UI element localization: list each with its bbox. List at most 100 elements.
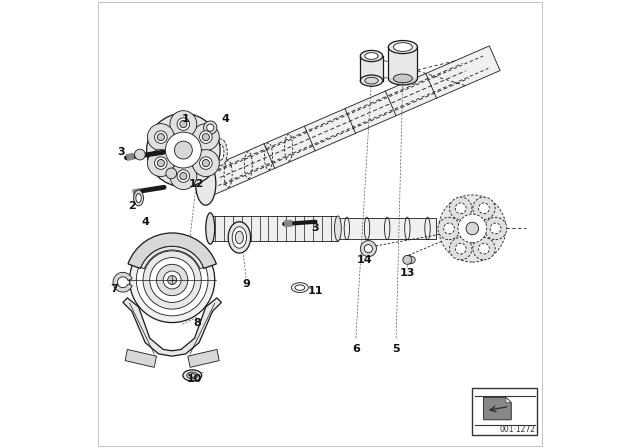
Circle shape bbox=[193, 124, 220, 151]
Circle shape bbox=[473, 197, 495, 220]
Polygon shape bbox=[388, 47, 417, 78]
Circle shape bbox=[439, 195, 506, 262]
Polygon shape bbox=[200, 46, 500, 196]
Wedge shape bbox=[128, 233, 216, 268]
Ellipse shape bbox=[335, 216, 341, 241]
Ellipse shape bbox=[360, 75, 383, 86]
Ellipse shape bbox=[236, 231, 243, 244]
Circle shape bbox=[134, 149, 145, 160]
Circle shape bbox=[449, 197, 472, 220]
Text: 001·1272: 001·1272 bbox=[500, 425, 536, 434]
Ellipse shape bbox=[404, 256, 415, 264]
Circle shape bbox=[147, 150, 174, 177]
Text: 1: 1 bbox=[182, 114, 189, 124]
Ellipse shape bbox=[187, 372, 198, 379]
Ellipse shape bbox=[365, 77, 378, 84]
Ellipse shape bbox=[388, 72, 417, 85]
Ellipse shape bbox=[228, 222, 251, 253]
Circle shape bbox=[168, 276, 177, 284]
Ellipse shape bbox=[295, 285, 305, 290]
Ellipse shape bbox=[134, 190, 143, 206]
Circle shape bbox=[166, 168, 177, 179]
Circle shape bbox=[204, 121, 217, 134]
Circle shape bbox=[479, 243, 490, 254]
Circle shape bbox=[147, 124, 174, 151]
Polygon shape bbox=[506, 397, 511, 403]
Circle shape bbox=[490, 223, 501, 234]
Circle shape bbox=[163, 271, 181, 289]
Ellipse shape bbox=[196, 162, 216, 205]
Text: 4: 4 bbox=[141, 217, 149, 227]
Circle shape bbox=[403, 255, 412, 264]
Circle shape bbox=[170, 163, 197, 190]
Polygon shape bbox=[484, 397, 511, 420]
Text: 8: 8 bbox=[193, 318, 201, 327]
Circle shape bbox=[458, 214, 486, 243]
Circle shape bbox=[165, 132, 202, 168]
Polygon shape bbox=[360, 56, 383, 81]
Circle shape bbox=[202, 159, 209, 167]
Ellipse shape bbox=[189, 374, 195, 377]
Circle shape bbox=[479, 203, 490, 214]
Circle shape bbox=[466, 222, 479, 235]
Text: 6: 6 bbox=[352, 345, 360, 354]
Bar bbox=[338, 219, 436, 238]
Circle shape bbox=[147, 113, 220, 187]
Bar bbox=[472, 388, 538, 435]
Ellipse shape bbox=[365, 53, 378, 60]
Ellipse shape bbox=[183, 370, 202, 381]
Wedge shape bbox=[141, 246, 204, 269]
Circle shape bbox=[200, 131, 212, 143]
Circle shape bbox=[155, 157, 167, 169]
Circle shape bbox=[207, 124, 214, 131]
Circle shape bbox=[143, 251, 202, 309]
Circle shape bbox=[449, 237, 472, 260]
Text: 7: 7 bbox=[110, 284, 118, 294]
Circle shape bbox=[177, 118, 189, 130]
Polygon shape bbox=[123, 298, 221, 356]
Circle shape bbox=[202, 134, 209, 141]
Circle shape bbox=[177, 170, 189, 182]
Circle shape bbox=[360, 241, 376, 257]
Ellipse shape bbox=[136, 194, 141, 202]
Circle shape bbox=[473, 237, 495, 260]
Ellipse shape bbox=[291, 283, 308, 293]
Circle shape bbox=[364, 245, 372, 253]
Text: 3: 3 bbox=[312, 224, 319, 233]
Circle shape bbox=[200, 157, 212, 169]
Circle shape bbox=[136, 244, 208, 316]
Circle shape bbox=[193, 150, 220, 177]
Circle shape bbox=[174, 141, 193, 159]
Circle shape bbox=[455, 203, 466, 214]
Circle shape bbox=[180, 172, 187, 180]
Polygon shape bbox=[125, 349, 157, 367]
Text: 14: 14 bbox=[357, 255, 372, 265]
Ellipse shape bbox=[360, 51, 383, 62]
Text: 10: 10 bbox=[187, 374, 202, 383]
Circle shape bbox=[150, 258, 195, 302]
Circle shape bbox=[170, 111, 197, 138]
Circle shape bbox=[484, 217, 507, 240]
Circle shape bbox=[155, 131, 167, 143]
Circle shape bbox=[157, 159, 164, 167]
Circle shape bbox=[438, 217, 460, 240]
Polygon shape bbox=[188, 349, 220, 367]
Ellipse shape bbox=[217, 145, 224, 160]
Circle shape bbox=[157, 264, 188, 296]
Ellipse shape bbox=[394, 43, 412, 52]
Text: 9: 9 bbox=[242, 280, 250, 289]
Text: 2: 2 bbox=[128, 201, 136, 211]
Ellipse shape bbox=[214, 139, 227, 166]
Circle shape bbox=[180, 121, 187, 128]
Ellipse shape bbox=[206, 213, 215, 244]
Text: 11: 11 bbox=[308, 286, 323, 296]
Wedge shape bbox=[113, 272, 132, 292]
Ellipse shape bbox=[388, 40, 417, 54]
Text: 3: 3 bbox=[117, 147, 124, 157]
Circle shape bbox=[455, 243, 466, 254]
Ellipse shape bbox=[394, 74, 412, 83]
Text: 5: 5 bbox=[392, 345, 400, 354]
Circle shape bbox=[130, 237, 215, 323]
Text: 12: 12 bbox=[189, 179, 205, 189]
Bar bbox=[210, 216, 338, 241]
